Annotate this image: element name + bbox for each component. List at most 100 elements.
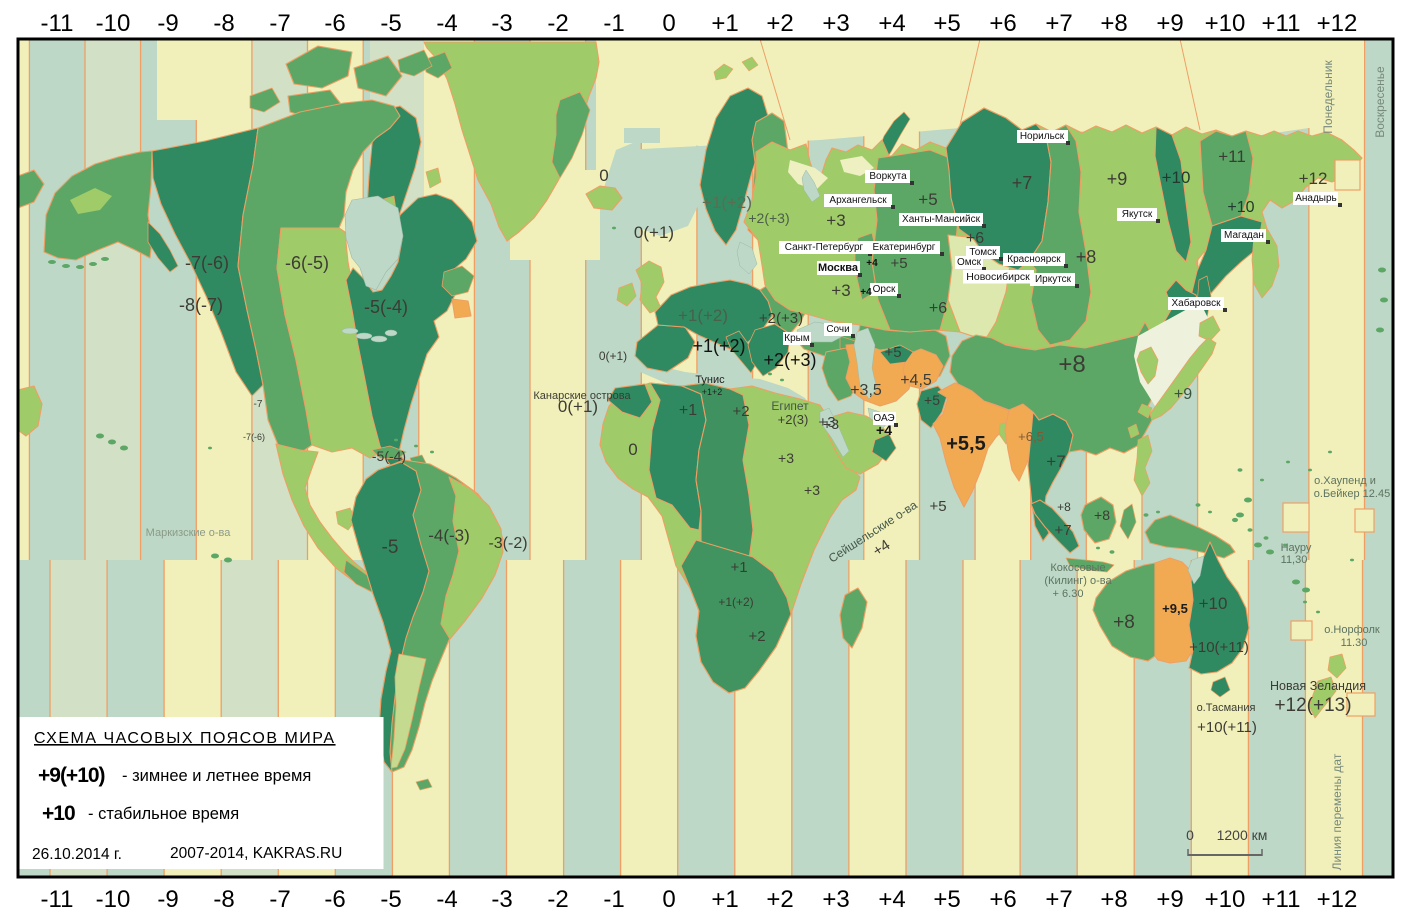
svg-text:-1: -1: [603, 886, 624, 913]
svg-text:Санкт-Петербург: Санкт-Петербург: [785, 241, 864, 253]
svg-text:-7: -7: [269, 886, 290, 913]
svg-text:+6: +6: [989, 886, 1016, 913]
svg-text:+4: +4: [866, 258, 878, 269]
svg-text:-11: -11: [41, 10, 74, 37]
svg-text:0(+1): 0(+1): [558, 397, 598, 416]
svg-text:+1(+2): +1(+2): [678, 306, 728, 325]
svg-text:-8: -8: [213, 10, 234, 37]
svg-text:Орск: Орск: [873, 284, 896, 295]
svg-text:+6,5: +6,5: [1018, 429, 1044, 444]
svg-text:+2(+3): +2(+3): [759, 310, 803, 327]
svg-text:+9(+10): +9(+10): [38, 764, 105, 787]
svg-text:-7(-6): -7(-6): [185, 253, 229, 273]
svg-text:+10: +10: [1205, 10, 1246, 37]
svg-text:-4(-3): -4(-3): [428, 526, 470, 545]
svg-text:-9: -9: [157, 10, 178, 37]
svg-text:о.Бейкер 12.45: о.Бейкер 12.45: [1314, 488, 1390, 500]
svg-text:+4: +4: [876, 422, 892, 438]
svg-text:+7: +7: [1046, 452, 1065, 471]
svg-text:-11: -11: [41, 886, 74, 913]
svg-text:Египет: Египет: [771, 399, 809, 413]
svg-text:-7: -7: [254, 399, 263, 410]
svg-text:+10: +10: [1205, 886, 1246, 913]
svg-text:+10: +10: [42, 802, 75, 825]
svg-text:Иркутск: Иркутск: [1035, 274, 1072, 285]
svg-text:+3: +3: [778, 450, 794, 466]
svg-text:+5: +5: [884, 344, 901, 361]
svg-text:+10: +10: [1162, 168, 1191, 187]
svg-text:+7: +7: [1045, 886, 1072, 913]
svg-text:+1: +1: [711, 10, 738, 37]
svg-text:Магадан: Магадан: [1224, 230, 1264, 241]
svg-text:+1: +1: [730, 559, 747, 576]
svg-text:+3: +3: [822, 886, 849, 913]
svg-text:+5: +5: [918, 190, 937, 209]
svg-text:+1(+2): +1(+2): [692, 336, 745, 356]
svg-text:Омск: Омск: [957, 257, 982, 268]
svg-text:-7: -7: [269, 10, 290, 37]
svg-text:+5: +5: [933, 886, 960, 913]
svg-text:-3(-2): -3(-2): [488, 535, 527, 552]
svg-text:(Килинг) о-ва: (Килинг) о-ва: [1044, 575, 1112, 587]
svg-text:Москва: Москва: [818, 262, 859, 274]
svg-text:+1(+2): +1(+2): [702, 193, 752, 212]
svg-text:- стабильное время: - стабильное время: [88, 805, 239, 823]
svg-text:-5: -5: [380, 886, 401, 913]
svg-text:+12: +12: [1317, 886, 1358, 913]
svg-text:+12: +12: [1317, 10, 1358, 37]
svg-text:+5: +5: [929, 498, 946, 515]
svg-text:-9: -9: [157, 886, 178, 913]
svg-text:-5: -5: [380, 10, 401, 37]
svg-text:-6: -6: [324, 886, 345, 913]
svg-text:Красноярск: Красноярск: [1007, 254, 1061, 265]
svg-text:Норильск: Норильск: [1020, 131, 1065, 142]
svg-text:+8: +8: [1113, 612, 1135, 633]
svg-text:+4: +4: [878, 10, 905, 37]
svg-text:-10: -10: [96, 886, 131, 913]
svg-text:+2: +2: [766, 886, 793, 913]
svg-text:+9: +9: [1107, 169, 1128, 189]
svg-text:+12(+13): +12(+13): [1274, 695, 1351, 716]
svg-text:-8(-7): -8(-7): [179, 295, 223, 315]
svg-text:+9,5: +9,5: [1162, 601, 1188, 616]
svg-text:+9: +9: [1156, 886, 1183, 913]
svg-text:+3: +3: [804, 482, 820, 498]
svg-text:+5,5: +5,5: [946, 433, 985, 455]
svg-text:-10: -10: [96, 10, 131, 37]
svg-text:СХЕМА ЧАСОВЫХ ПОЯСОВ МИРА: СХЕМА ЧАСОВЫХ ПОЯСОВ МИРА: [34, 730, 336, 747]
svg-text:+11: +11: [1262, 10, 1301, 37]
svg-text:-6: -6: [324, 10, 345, 37]
svg-text:+3,5: +3,5: [850, 382, 882, 399]
svg-text:о.Хаупенд и: о.Хаупенд и: [1314, 475, 1376, 487]
svg-text:11.30: 11.30: [1341, 637, 1368, 649]
svg-text:Крым: Крым: [784, 333, 810, 344]
svg-text:-7(-6): -7(-6): [243, 432, 265, 442]
svg-text:+9: +9: [1174, 386, 1192, 403]
svg-text:2007-2014, KAKRAS.RU: 2007-2014, KAKRAS.RU: [170, 845, 342, 862]
svg-text:+5: +5: [890, 255, 907, 272]
svg-text:+3: +3: [831, 281, 850, 300]
svg-text:Ханты-Мансийск: Ханты-Мансийск: [902, 214, 981, 225]
svg-text:+10(+11): +10(+11): [1197, 719, 1257, 736]
svg-text:+12: +12: [1299, 169, 1328, 188]
svg-text:-5(-4): -5(-4): [372, 448, 406, 464]
svg-text:Маркизские о-ва: Маркизские о-ва: [146, 527, 232, 539]
svg-text:-8: -8: [213, 886, 234, 913]
svg-text:-6(-5): -6(-5): [285, 253, 329, 273]
svg-text:+1: +1: [679, 402, 697, 419]
svg-text:11,30: 11,30: [1281, 554, 1308, 566]
svg-text:+2: +2: [732, 403, 749, 420]
svg-text:+3: +3: [818, 414, 835, 431]
svg-text:Анадырь: Анадырь: [1295, 193, 1337, 204]
svg-text:26.10.2014 г.: 26.10.2014 г.: [32, 846, 122, 863]
svg-text:-3: -3: [491, 886, 512, 913]
svg-text:+3: +3: [826, 211, 845, 230]
svg-text:+10: +10: [1199, 594, 1228, 613]
svg-text:о.Тасмания: о.Тасмания: [1197, 702, 1256, 714]
svg-text:- зимнее и летнее время: - зимнее и летнее время: [122, 767, 311, 785]
svg-text:-2: -2: [547, 10, 568, 37]
svg-text:Кокосовые: Кокосовые: [1050, 562, 1105, 574]
svg-text:+7: +7: [1054, 522, 1071, 539]
svg-text:+5: +5: [933, 10, 960, 37]
svg-text:+7: +7: [1012, 173, 1033, 193]
